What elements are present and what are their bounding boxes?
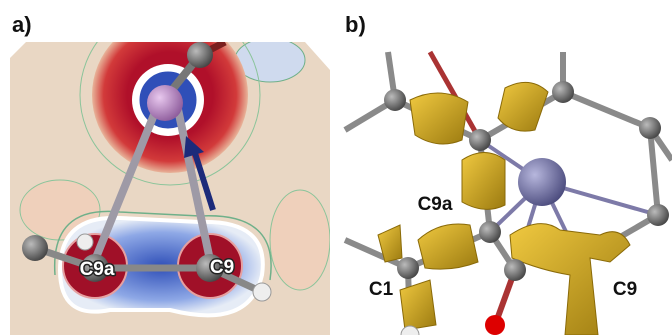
panel-a-map bbox=[10, 5, 330, 335]
atom-label: C9a bbox=[418, 194, 453, 215]
atom-label: C9a bbox=[80, 259, 115, 280]
figure: a) C9a C9 bbox=[0, 0, 672, 335]
page: a) C9a C9 bbox=[0, 0, 672, 335]
atom-label: C1 bbox=[369, 279, 394, 300]
atom-label: C9 bbox=[210, 257, 234, 278]
panel-label: b) bbox=[345, 12, 366, 37]
atom-label: C9 bbox=[613, 279, 637, 300]
panel-label: a) bbox=[12, 12, 32, 37]
